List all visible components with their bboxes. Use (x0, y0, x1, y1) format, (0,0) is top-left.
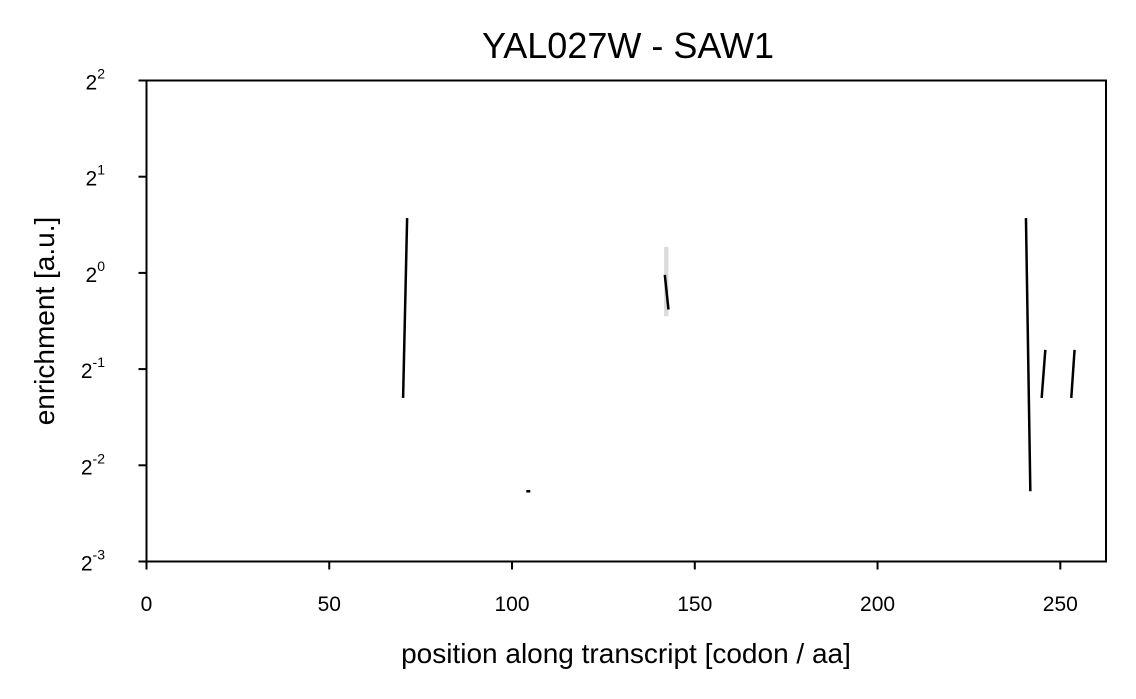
x-tick-label-50: 50 (318, 593, 341, 616)
y-tick-label-1: 2-2 (81, 450, 105, 479)
series-0-segment-5 (1070, 349, 1076, 399)
y-tick-label-3: 20 (86, 258, 106, 287)
series-0-segment-3 (1024, 218, 1032, 492)
series-0-segment-0 (401, 218, 409, 398)
y-axis-ticks: 2-3 2-2 2-1 20 21 22 (81, 66, 147, 576)
y-tick-label-4: 21 (86, 162, 106, 191)
x-axis-ticks: 0 50 100 150 200 250 (141, 561, 1078, 616)
series-line-layer (401, 218, 1076, 493)
y-tick-label-0: 2-3 (81, 547, 105, 576)
y-axis-label: enrichment [a.u.] (29, 217, 60, 426)
y-tick-label-5: 22 (86, 66, 106, 95)
series-0-segment-2 (663, 274, 670, 310)
x-tick-label-250: 250 (1043, 593, 1078, 616)
x-tick-label-100: 100 (495, 593, 530, 616)
plot-frame (145, 79, 1107, 563)
series-0-segment-4 (1040, 349, 1047, 399)
y-tick-label-2: 2-1 (81, 354, 105, 383)
x-tick-label-0: 0 (141, 593, 153, 616)
x-tick-label-150: 150 (677, 593, 712, 616)
x-axis-label: position along transcript [codon / aa] (401, 638, 851, 669)
x-tick-label-200: 200 (860, 593, 895, 616)
chart-title: YAL027W - SAW1 (482, 25, 774, 66)
